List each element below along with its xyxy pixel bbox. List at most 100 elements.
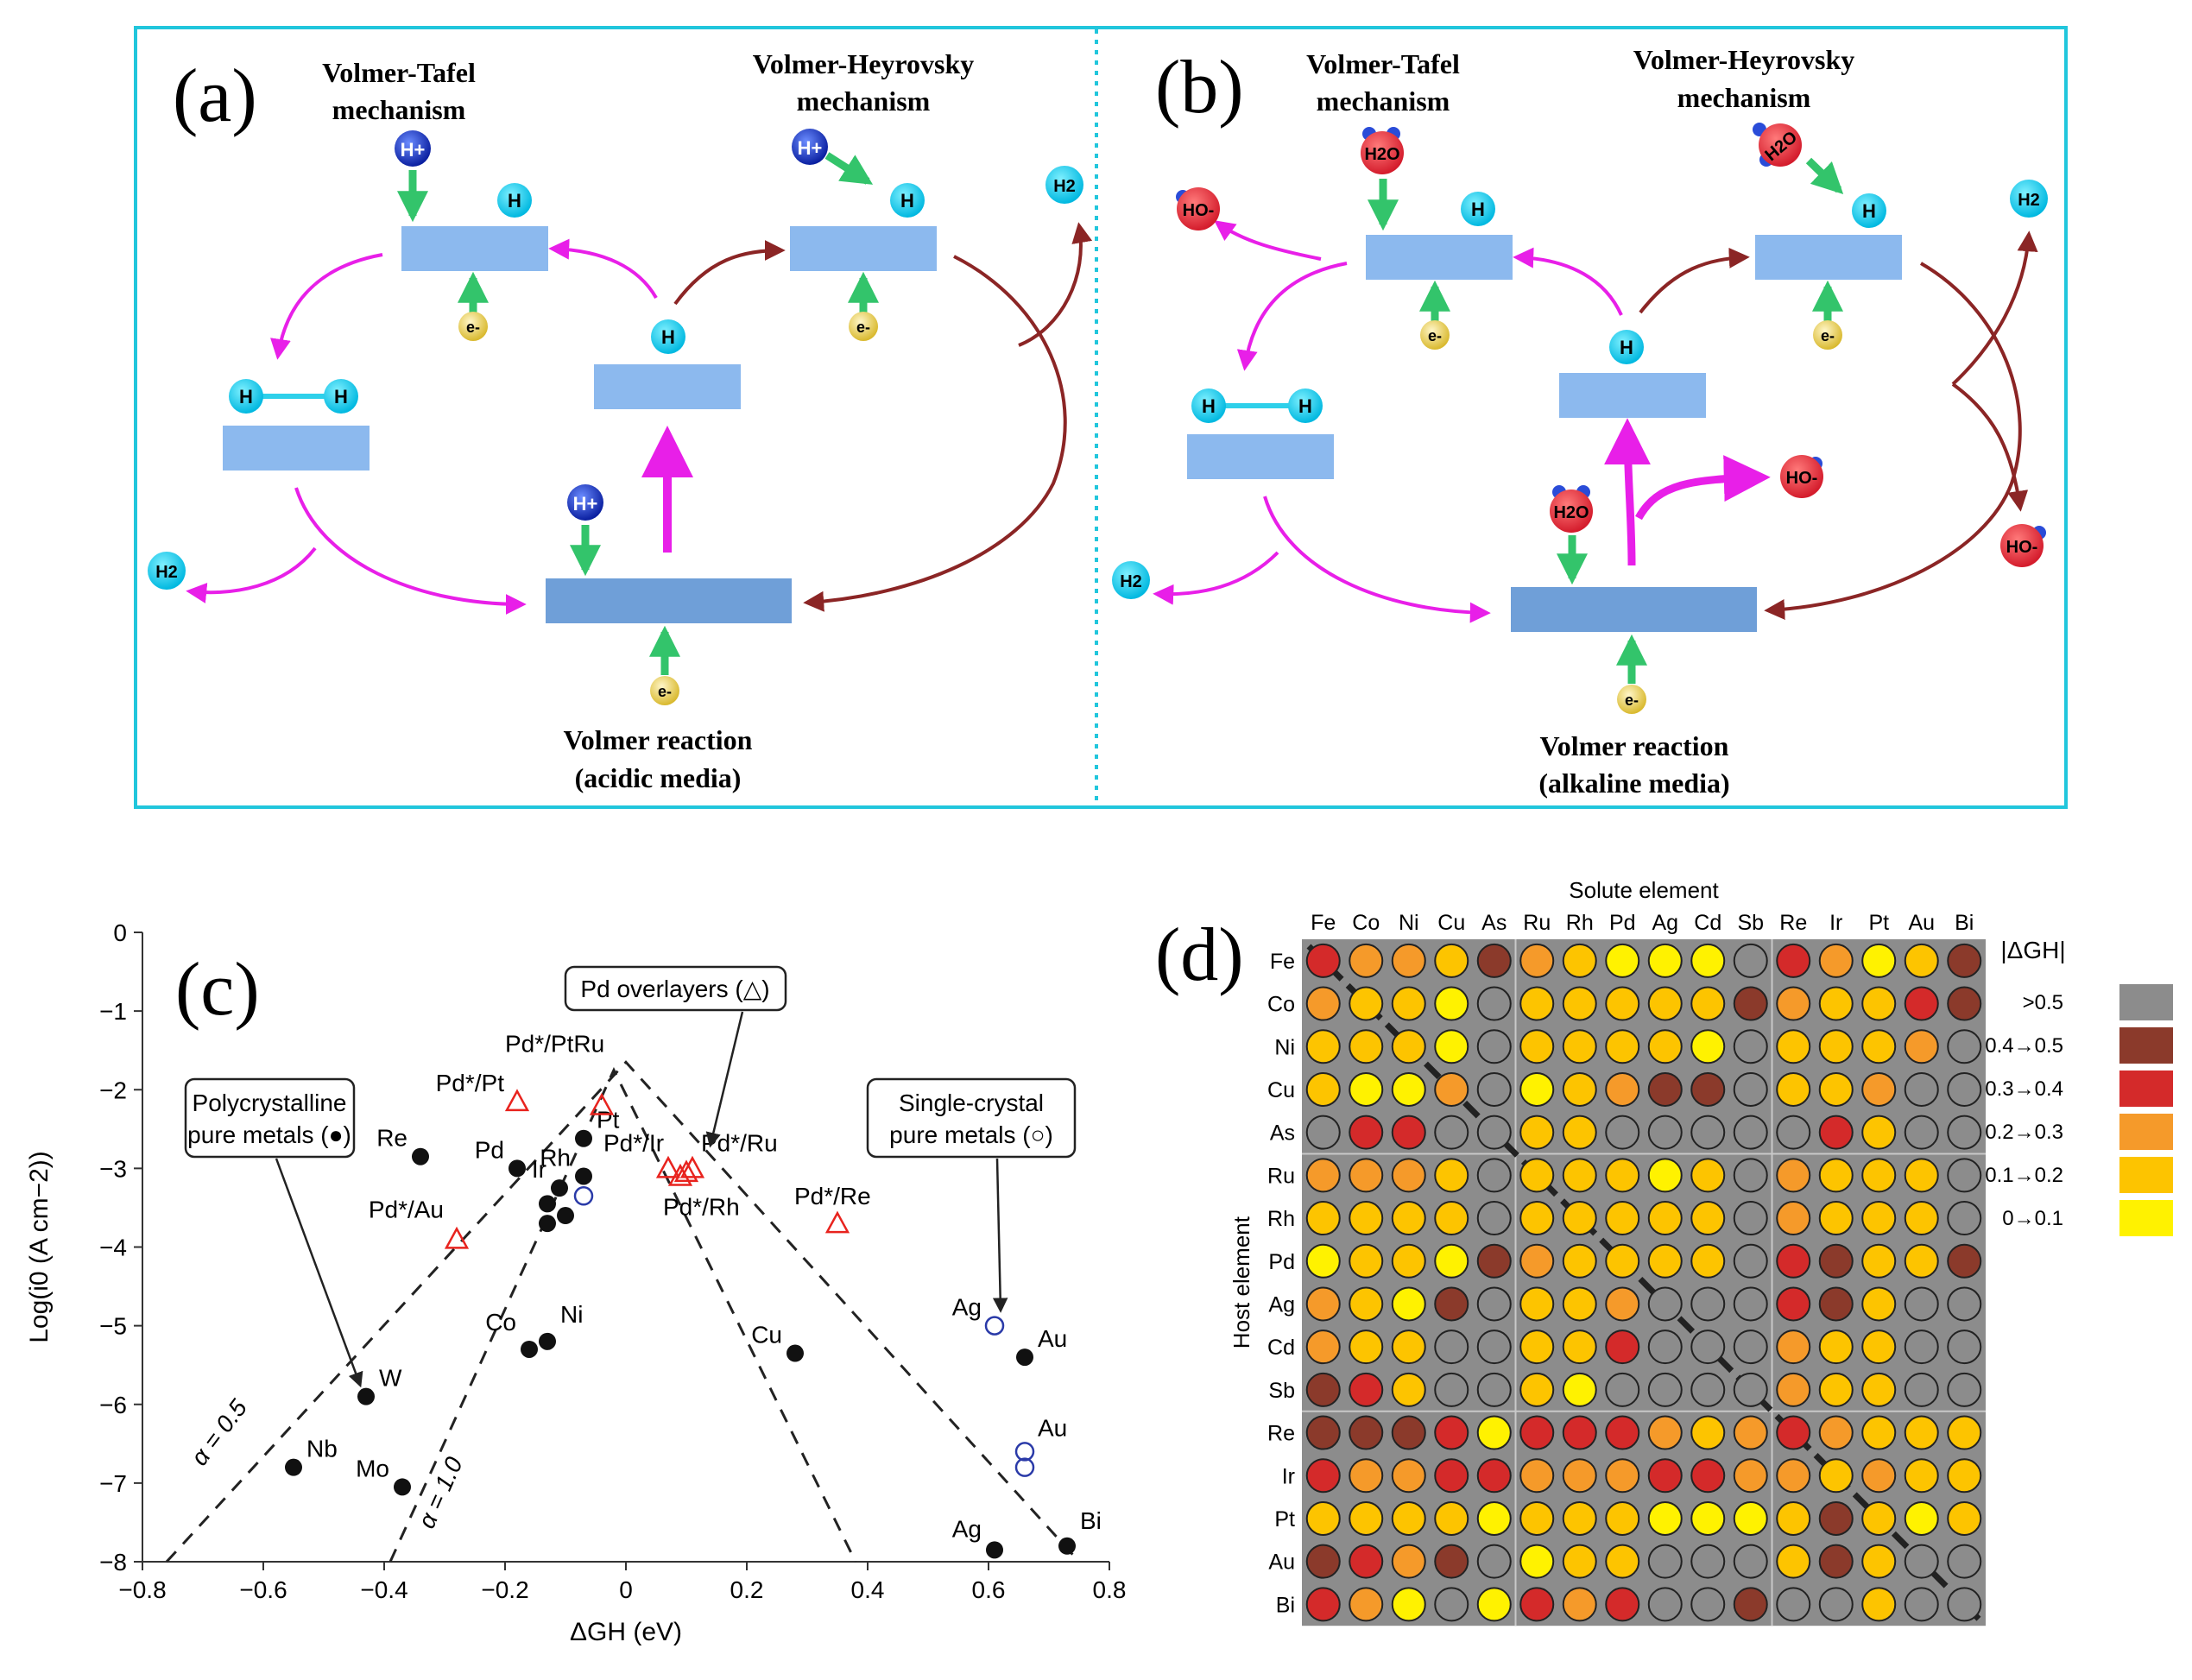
heatmap-cell: [1690, 1544, 1726, 1579]
heatmap-cell: [1476, 1029, 1512, 1064]
row-label: Sb: [1268, 1379, 1295, 1403]
panel-a: (a) Volmer-Tafel mechanism Volmer-Heyrov…: [148, 48, 1093, 793]
volmer-title-line2: (acidic media): [575, 762, 742, 793]
tafel-title-line1: Volmer-Tafel: [1306, 48, 1460, 79]
heatmap-cell: [1349, 1029, 1384, 1064]
pdptru-label: Pd*/PtRu: [505, 1030, 604, 1057]
heatmap-cell: [1391, 1415, 1426, 1450]
pd-overlayers-callout-arrow: [705, 1011, 744, 1148]
column-label: Fe: [1311, 911, 1336, 935]
heatmap-cell: [1562, 1071, 1597, 1107]
volmer-title-line1: Volmer reaction: [1540, 730, 1729, 761]
svg-text:HO-: HO-: [1183, 201, 1215, 220]
h-atom-icon: H: [651, 319, 685, 354]
column-label: Pt: [1868, 911, 1889, 935]
heatmap-cell: [1861, 1115, 1897, 1150]
surface-tafel: [401, 226, 548, 271]
heatmap-cell: [1947, 1458, 1982, 1494]
heatmap-cell: [1861, 1372, 1897, 1407]
heatmap-cell: [1861, 1415, 1897, 1450]
heatmap-cell: [1391, 1544, 1426, 1579]
heatmap-cell: [1904, 1158, 1939, 1193]
heatmap-cell: [1904, 1329, 1939, 1365]
row-label: Bi: [1276, 1593, 1295, 1617]
heatmap-cell: [1434, 1071, 1469, 1107]
heatmap-cell: [1391, 1458, 1426, 1494]
h-atom-icon: H: [497, 183, 532, 218]
heatmap-cell: [1349, 1415, 1384, 1450]
heatmap-cell: [1861, 1201, 1897, 1236]
electron-icon: e-: [650, 676, 679, 705]
single-crystal-point: [984, 1316, 1005, 1336]
heatmap-cell: [1733, 1158, 1768, 1193]
polycrystalline-callout-line1: Polycrystalline: [193, 1089, 347, 1116]
heatmap-cell: [1904, 1071, 1939, 1107]
heatmap-cell: [1947, 986, 1982, 1021]
heatmap-cell: [1776, 1415, 1811, 1450]
heatmap-cell: [1647, 1158, 1683, 1193]
heatmap-cell: [1818, 1458, 1854, 1494]
h-plus-species-icon: H+: [792, 129, 828, 165]
heatmap-cell: [1562, 1158, 1597, 1193]
svg-text:H+: H+: [401, 139, 426, 161]
heatmap-cell: [1947, 1500, 1982, 1536]
x-axis-label: ΔGH (eV): [570, 1618, 682, 1646]
heatmap-cell: [1519, 1415, 1555, 1450]
heatmap-cell: [1647, 1029, 1683, 1064]
heatmap-cell: [1947, 943, 1982, 978]
panel-b: (b) Volmer-Tafel mechanism Volmer-Heyrov…: [1112, 44, 2048, 799]
svg-text:H2: H2: [2018, 191, 2040, 210]
heatmap-cell: [1519, 1286, 1555, 1322]
pd-overlayer-point: [667, 1163, 693, 1186]
heatmap-cell: [1519, 1029, 1555, 1064]
heatmap-cell: [1861, 1500, 1897, 1536]
heatmap-cell: [1947, 1115, 1982, 1150]
heatmap-cell: [1690, 1029, 1726, 1064]
row-label: As: [1270, 1121, 1295, 1146]
heatmap-cell: [1818, 1372, 1854, 1407]
pd-overlayers-callout-text: Pd overlayers (△): [580, 976, 769, 1002]
panel-c-label: (c): [175, 948, 260, 1032]
heatmap-cell: [1690, 1587, 1726, 1622]
panel-d-label: (d): [1155, 913, 1244, 997]
heatmap-cell: [1818, 1587, 1854, 1622]
heatmap-cell: [1349, 1158, 1384, 1193]
heatmap-cell: [1305, 1458, 1341, 1494]
heatmap-cell: [1305, 1286, 1341, 1322]
point-label: Rh: [540, 1144, 571, 1171]
heatmap-cell: [1733, 986, 1768, 1021]
heatmap-cell: [1434, 1458, 1469, 1494]
heatmap-cell: [1733, 1500, 1768, 1536]
row-label: Ir: [1282, 1464, 1295, 1488]
single-crystal-callout-arrow: [992, 1158, 1008, 1313]
heatmap-cell: [1861, 1243, 1897, 1279]
heatmap-cell: [1349, 1329, 1384, 1365]
heatmap-cell: [1605, 1201, 1640, 1236]
heatmap-cell: [1305, 1544, 1341, 1579]
x-tick-label: 0.6: [972, 1576, 1006, 1603]
legend-label: 0→0.1: [2002, 1207, 2063, 1230]
heatmap-cell: [1391, 1115, 1426, 1150]
pd-overlayer-point: [679, 1155, 705, 1178]
surface-volmer: [1511, 587, 1757, 632]
heatmap-cell: [1605, 1158, 1640, 1193]
heatmap-cell: [1519, 1115, 1555, 1150]
heatmap-cell: [1434, 1158, 1469, 1193]
hydroxide-ion-icon: HO-: [1780, 455, 1823, 498]
panel-a-label: (a): [173, 54, 257, 138]
heatmap-cell: [1818, 1544, 1854, 1579]
heatmap-cell: [1776, 1329, 1811, 1365]
heatmap-cell: [1605, 1544, 1640, 1579]
pd-overlayer-point: [589, 1092, 615, 1115]
point-label: Au: [1038, 1414, 1067, 1441]
top-frame: [134, 26, 2068, 809]
heatmap-cell: [1861, 1329, 1897, 1365]
heatmap-cell: [1733, 1372, 1768, 1407]
legend-swatch: [2119, 1027, 2173, 1064]
heatmap-cell: [1434, 1029, 1469, 1064]
heatmap-cell: [1391, 1372, 1426, 1407]
polycrystalline-point: [557, 1207, 574, 1225]
heatmap-cell: [1947, 1587, 1982, 1622]
heatmap-cell: [1349, 986, 1384, 1021]
heatmap-cell: [1476, 1115, 1512, 1150]
